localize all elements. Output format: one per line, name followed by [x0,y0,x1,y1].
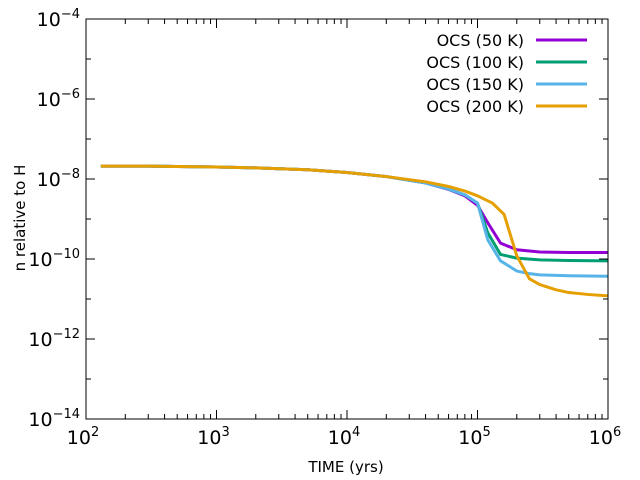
x-tick-label: 103 [197,425,229,449]
axes-layer: 102 103 104 105 106 10−4 10−6 10−8 10−10 10−12 10−… [28,7,621,449]
legend: OCS (50 K) OCS (100 K) OCS (150 K) OCS (200… [426,31,587,116]
x-axis-title: TIME (yrs) [307,458,383,476]
x-tick-label: 102 [67,425,99,449]
y-tick-label: 10−4 [37,7,80,31]
series-layer [100,164,608,298]
x-tick-label: 104 [328,425,360,449]
series-line-2 [100,164,608,263]
y-axis-title: n relative to H [11,165,29,272]
legend-label-1: OCS (50 K) [437,31,524,50]
x-tick-label: 105 [458,425,490,449]
y-tick-label: 10−10 [28,247,80,271]
series-line-4 [100,164,608,298]
y-tick-label: 10−8 [37,167,80,191]
y-tick-label: 10−6 [37,87,80,111]
y-tick-label: 10−12 [28,327,80,351]
x-tick-label: 106 [589,425,621,449]
legend-label-2: OCS (100 K) [426,53,524,72]
legend-label-4: OCS (200 K) [426,97,524,116]
legend-label-3: OCS (150 K) [426,75,524,94]
plot-frame [85,18,609,420]
y-tick-label: 10−14 [28,407,80,431]
series-line-1 [100,164,608,255]
